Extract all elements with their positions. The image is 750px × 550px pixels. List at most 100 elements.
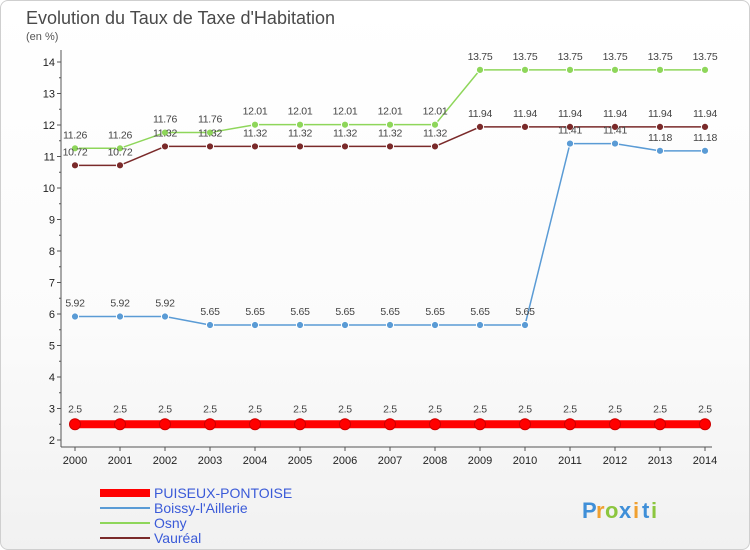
data-label: 5.65 xyxy=(200,306,220,318)
x-tick-label: 2011 xyxy=(558,455,582,467)
data-label: 2.5 xyxy=(428,403,442,415)
data-point xyxy=(340,142,350,151)
legend-label: Osny xyxy=(154,515,187,531)
data-label: 2.5 xyxy=(248,403,262,415)
logo-letter: i xyxy=(633,498,640,523)
data-label: 13.75 xyxy=(513,51,538,63)
data-point xyxy=(565,139,575,148)
logo-letter: P xyxy=(582,498,598,523)
data-point xyxy=(115,161,125,170)
data-label: 5.65 xyxy=(290,306,310,318)
data-label: 2.5 xyxy=(113,403,127,415)
data-point xyxy=(295,142,305,151)
data-point xyxy=(250,142,260,151)
data-label: 2.5 xyxy=(518,403,532,415)
proxiti-logo: Pr o x i t i xyxy=(582,498,658,523)
y-tick-label: 8 xyxy=(49,246,55,258)
x-tick-label: 2013 xyxy=(648,455,672,467)
data-label: 5.92 xyxy=(65,298,85,310)
data-label: 11.76 xyxy=(198,114,222,126)
y-tick-label: 12 xyxy=(43,120,55,132)
x-tick-label: 2008 xyxy=(423,455,447,467)
data-point xyxy=(655,146,665,155)
data-label: 2.5 xyxy=(563,403,577,415)
data-point xyxy=(159,418,171,431)
y-tick-label: 2 xyxy=(49,435,55,447)
data-point xyxy=(204,418,216,431)
data-label: 11.94 xyxy=(603,108,627,120)
data-label: 11.94 xyxy=(468,108,492,120)
legend-label: Boissy-l'Aillerie xyxy=(154,500,248,516)
y-tick-label: 14 xyxy=(43,57,55,69)
data-label: 12.01 xyxy=(288,106,313,118)
logo-letter: o xyxy=(605,498,619,523)
x-tick-label: 2002 xyxy=(153,455,177,467)
data-point xyxy=(700,122,710,131)
data-point xyxy=(475,65,485,74)
legend: PUISEUX-PONTOISEBoissy-l'AillerieOsnyVau… xyxy=(100,485,292,546)
data-point xyxy=(69,418,81,431)
data-label: 2.5 xyxy=(293,403,307,415)
logo-letter: i xyxy=(651,498,658,523)
y-tick-label: 3 xyxy=(49,404,55,416)
data-label: 12.01 xyxy=(378,106,403,118)
series-layer xyxy=(69,65,711,431)
data-point xyxy=(115,312,125,321)
logo-letter: r xyxy=(596,498,606,523)
y-tick-label: 4 xyxy=(49,372,55,384)
data-point xyxy=(205,320,215,330)
data-label: 11.41 xyxy=(558,125,582,137)
data-label: 5.92 xyxy=(110,298,130,310)
data-label: 10.72 xyxy=(108,146,133,158)
data-label: 11.26 xyxy=(63,129,87,141)
data-label: 2.5 xyxy=(698,403,712,415)
data-point xyxy=(385,120,395,129)
data-label: 13.75 xyxy=(648,51,673,63)
data-point xyxy=(340,320,350,330)
data-point xyxy=(250,320,260,330)
x-tick-label: 2004 xyxy=(243,455,267,467)
data-point xyxy=(430,120,440,129)
data-label: 13.75 xyxy=(558,51,583,63)
data-label: 11.94 xyxy=(513,108,537,120)
x-tick-label: 2012 xyxy=(603,455,627,467)
x-tick-label: 2001 xyxy=(108,455,132,467)
data-point xyxy=(115,144,125,153)
y-tick-label: 10 xyxy=(43,183,55,195)
y-tick-label: 7 xyxy=(49,278,55,290)
data-label: 2.5 xyxy=(473,403,487,415)
x-tick-label: 2007 xyxy=(378,455,402,467)
data-label: 5.65 xyxy=(245,306,265,318)
data-point xyxy=(430,320,440,330)
data-point xyxy=(610,122,620,131)
data-label: 2.5 xyxy=(608,403,622,415)
x-tick-label: 2005 xyxy=(288,455,312,467)
data-point xyxy=(70,144,80,153)
x-tick-label: 2006 xyxy=(333,455,357,467)
data-label: 11.18 xyxy=(648,132,672,144)
x-tick-label: 2014 xyxy=(693,455,717,467)
data-point xyxy=(520,65,530,74)
data-label: 13.75 xyxy=(693,51,718,63)
data-point xyxy=(520,320,530,330)
data-point xyxy=(160,128,170,137)
data-point xyxy=(385,142,395,151)
logo-letter: t xyxy=(642,498,650,523)
data-point xyxy=(699,418,711,431)
data-label: 12.01 xyxy=(423,106,448,118)
data-label: 11.32 xyxy=(333,127,357,139)
data-label: 11.18 xyxy=(693,132,717,144)
data-label: 2.5 xyxy=(653,403,667,415)
data-label: 11.94 xyxy=(558,108,582,120)
data-label: 11.32 xyxy=(378,127,402,139)
data-point xyxy=(654,418,666,431)
data-label: 2.5 xyxy=(383,403,397,415)
data-point xyxy=(565,122,575,131)
data-point xyxy=(249,418,261,431)
data-point xyxy=(655,122,665,131)
data-point xyxy=(700,146,710,155)
data-point xyxy=(475,320,485,330)
y-tick-label: 9 xyxy=(49,215,55,227)
